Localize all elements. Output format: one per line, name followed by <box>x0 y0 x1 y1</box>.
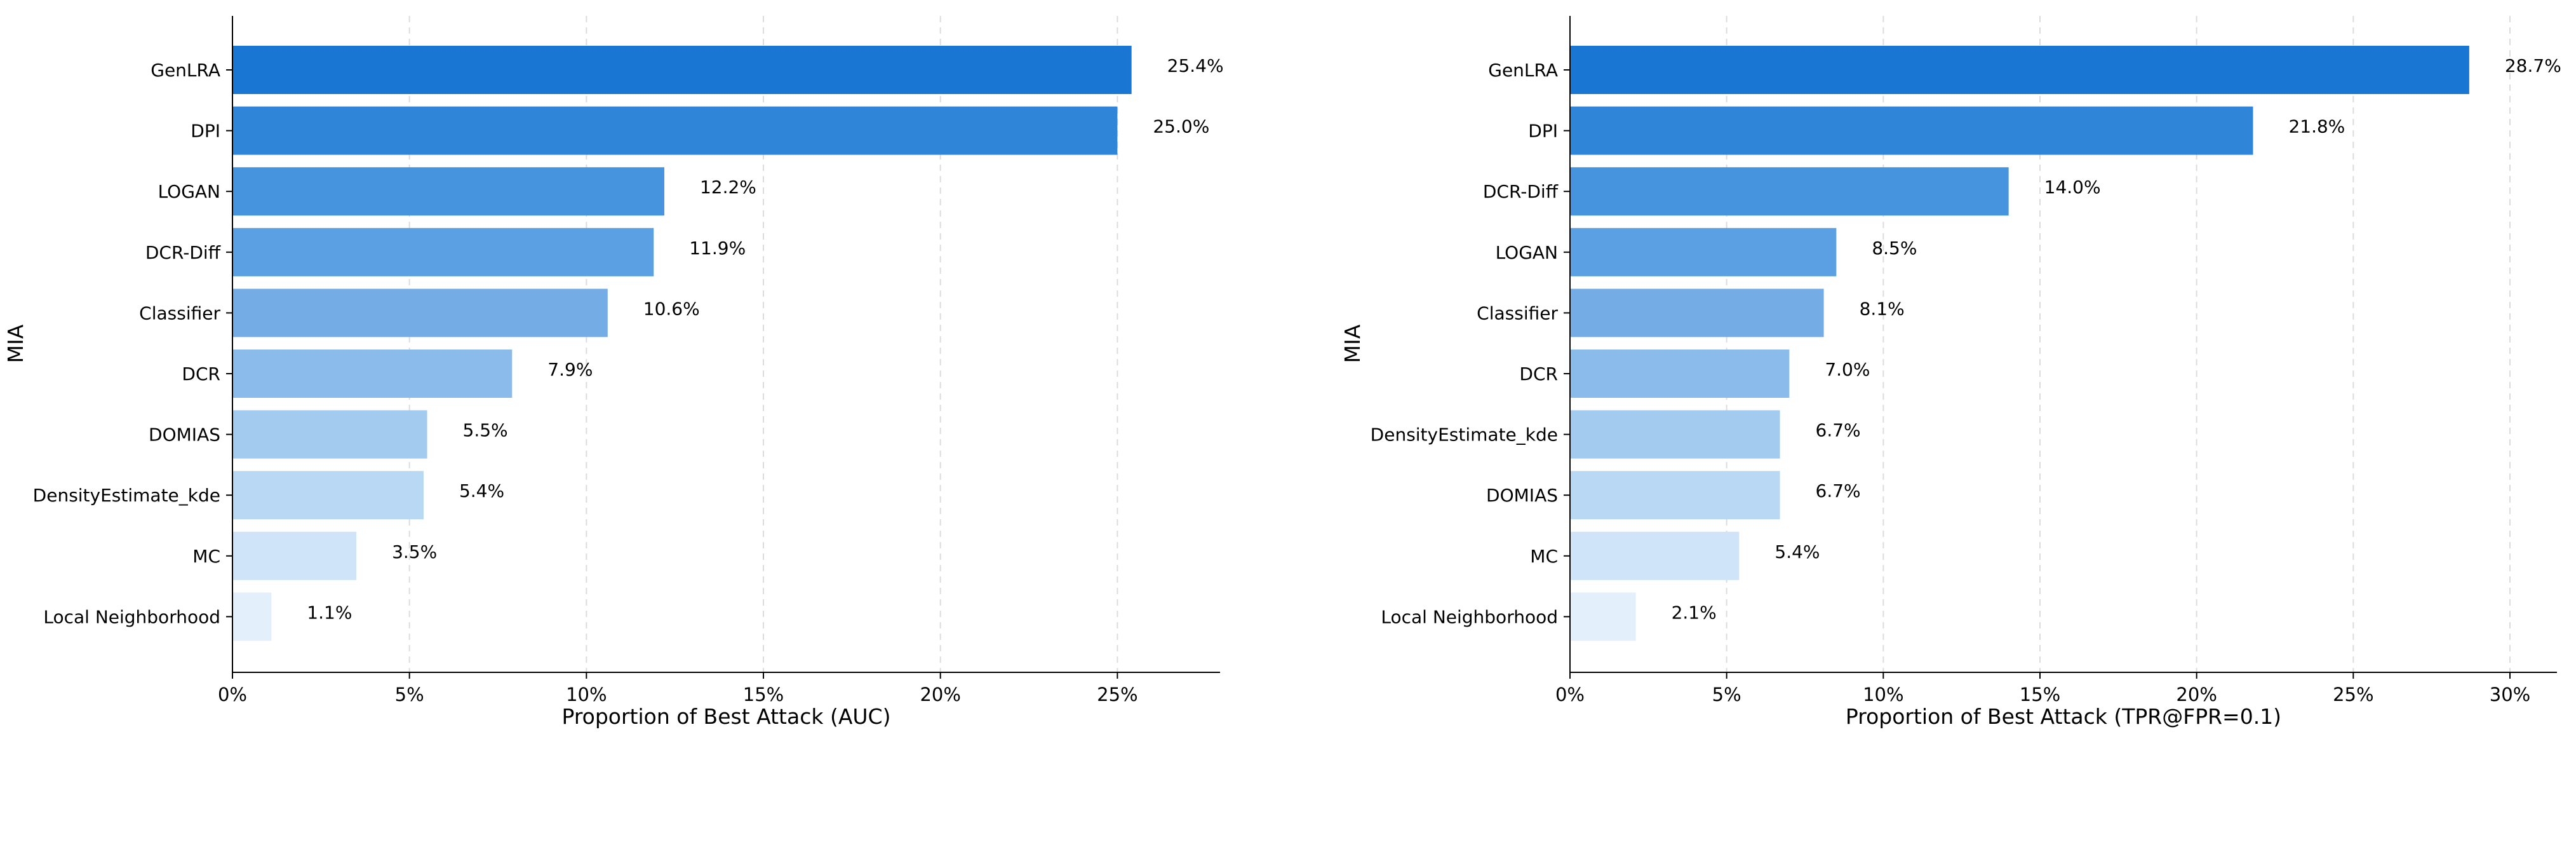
x-tick-label: 15% <box>2020 684 2060 705</box>
data-label: 5.5% <box>463 420 508 441</box>
y-axis-label: MIA <box>3 324 28 363</box>
category-label: DCR <box>1519 363 1558 384</box>
data-label: 8.5% <box>1872 238 1917 259</box>
category-label: GenLRA <box>1488 60 1558 81</box>
data-label: 14.0% <box>2044 177 2101 198</box>
data-label: 21.8% <box>2288 116 2345 137</box>
x-tick-label: 30% <box>2490 684 2530 705</box>
x-tick-label: 20% <box>2176 684 2217 705</box>
category-label: DPI <box>191 121 220 142</box>
bar <box>232 471 424 520</box>
data-label: 6.7% <box>1816 420 1861 441</box>
data-label: 25.4% <box>1167 55 1224 76</box>
bars <box>232 46 1132 641</box>
data-label: 1.1% <box>307 602 352 623</box>
bar <box>1570 350 1790 398</box>
bar <box>232 106 1118 155</box>
category-label: DOMIAS <box>149 424 220 445</box>
data-label: 5.4% <box>1774 541 1820 562</box>
chart-tpr: 28.7% 21.8% 14.0% 8.5% 8.1% 7.0% 6.7% 6.7% 5.4% 2… <box>1340 16 2561 729</box>
bar <box>1570 471 1780 520</box>
x-tick-label: 25% <box>2333 684 2373 705</box>
y-tick-labels: GenLRA DPI DCR-Diff LOGAN Classifier DCR Densi… <box>1371 60 1570 627</box>
category-label: DOMIAS <box>1486 485 1558 506</box>
category-label: Local Neighborhood <box>43 606 220 627</box>
data-label: 2.1% <box>1672 602 1717 623</box>
bar <box>1570 592 1636 641</box>
x-tick-label: 5% <box>395 684 424 705</box>
category-label: LOGAN <box>1496 242 1558 263</box>
data-label: 12.2% <box>700 177 756 198</box>
y-axis-label: MIA <box>1340 324 1365 363</box>
category-label: DPI <box>1528 121 1558 142</box>
data-label: 8.1% <box>1860 298 1905 319</box>
bar <box>232 228 654 276</box>
bar <box>1570 289 1824 337</box>
bar <box>232 46 1132 94</box>
category-label: LOGAN <box>158 181 220 202</box>
bar <box>1570 410 1780 459</box>
x-tick-label: 0% <box>1555 684 1585 705</box>
y-tick-labels: GenLRA DPI LOGAN DCR-Diff Classifier DCR DOMIA… <box>33 60 232 627</box>
category-label: Classifier <box>139 302 220 323</box>
x-tick-label: 5% <box>1712 684 1741 705</box>
x-tick-label: 0% <box>218 684 247 705</box>
category-label: DCR-Diff <box>1483 181 1559 202</box>
bar <box>232 289 608 337</box>
data-label: 11.9% <box>689 238 746 259</box>
category-label: Local Neighborhood <box>1381 606 1558 627</box>
data-label: 28.7% <box>2505 55 2561 76</box>
chart-auc: 25.4% 25.0% 12.2% 11.9% 10.6% 7.9% 5.5% 5.4% 3.5… <box>3 16 1224 729</box>
data-label: 25.0% <box>1153 116 1209 137</box>
data-label: 7.9% <box>547 359 593 380</box>
x-ticks: 0% 5% 10% 15% 20% 25% <box>218 672 1138 705</box>
x-axis-label: Proportion of Best Attack (TPR@FPR=0.1) <box>1846 704 2281 729</box>
category-label: DensityEstimate_kde <box>1371 424 1558 445</box>
bar <box>1570 46 2469 94</box>
category-label: MC <box>1530 546 1558 567</box>
category-label: DCR-Diff <box>145 242 221 263</box>
x-axis-label: Proportion of Best Attack (AUC) <box>562 704 891 729</box>
bar <box>232 350 513 398</box>
data-label: 6.7% <box>1816 480 1861 501</box>
bar <box>1570 167 2009 216</box>
bar <box>232 410 427 459</box>
data-label: 3.5% <box>392 541 437 562</box>
x-tick-label: 10% <box>1863 684 1903 705</box>
category-label: DCR <box>182 363 220 384</box>
bar <box>232 167 664 216</box>
data-label: 10.6% <box>643 298 700 319</box>
x-tick-label: 15% <box>743 684 784 705</box>
bar <box>1570 228 1837 276</box>
bars <box>1570 46 2469 641</box>
value-labels: 25.4% 25.0% 12.2% 11.9% 10.6% 7.9% 5.5% 5.4% 3.5… <box>307 55 1223 623</box>
data-label: 7.0% <box>1825 359 1870 380</box>
bar <box>1570 531 1740 580</box>
x-tick-label: 10% <box>566 684 607 705</box>
category-label: Classifier <box>1477 302 1558 323</box>
category-label: MC <box>192 546 220 567</box>
x-tick-label: 20% <box>920 684 960 705</box>
x-ticks: 0% 5% 10% 15% 20% 25% 30% <box>1555 672 2530 705</box>
category-label: GenLRA <box>151 60 220 81</box>
category-label: DensityEstimate_kde <box>33 485 220 506</box>
bar <box>232 531 357 580</box>
data-label: 5.4% <box>459 480 504 501</box>
x-tick-label: 25% <box>1097 684 1137 705</box>
bar <box>232 592 272 641</box>
bar <box>1570 106 2253 155</box>
value-labels: 28.7% 21.8% 14.0% 8.5% 8.1% 7.0% 6.7% 6.7% 5.4% 2… <box>1672 55 2561 623</box>
